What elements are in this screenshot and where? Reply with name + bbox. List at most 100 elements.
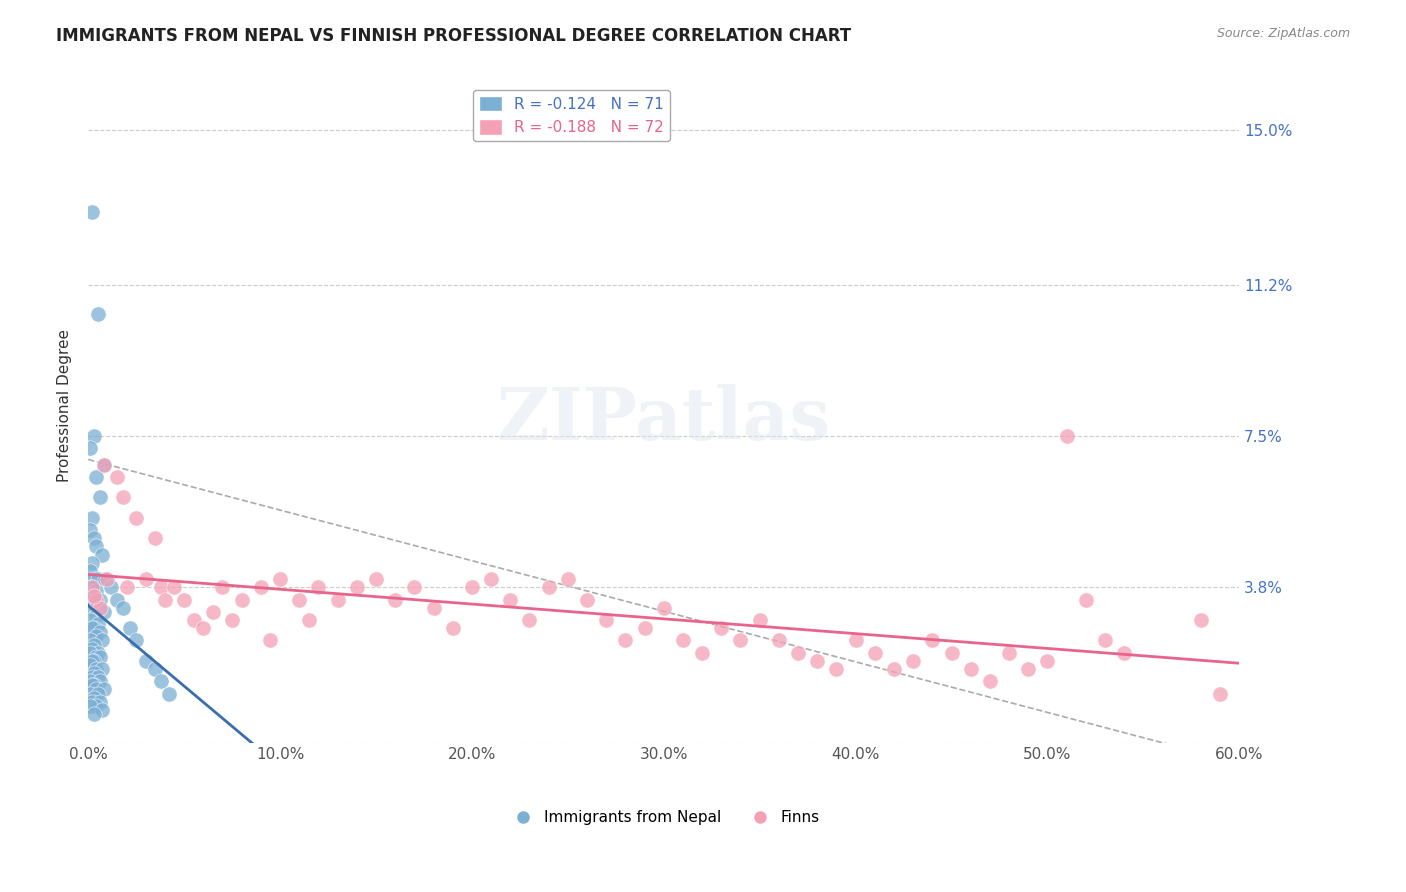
Point <box>135 654 157 668</box>
Point <box>83 706 105 721</box>
Point <box>298 613 321 627</box>
Point <box>115 580 138 594</box>
Point <box>193 621 215 635</box>
Point <box>80 695 103 709</box>
Point <box>1036 654 1059 668</box>
Point <box>89 649 111 664</box>
Point <box>404 580 426 594</box>
Point <box>94 572 117 586</box>
Point <box>80 621 103 635</box>
Point <box>80 641 103 656</box>
Point <box>87 307 110 321</box>
Point <box>730 633 752 648</box>
Point <box>80 580 103 594</box>
Point <box>89 674 111 689</box>
Point <box>79 442 101 456</box>
Point <box>93 605 115 619</box>
Point <box>163 580 186 594</box>
Point <box>84 540 107 554</box>
Point <box>979 674 1001 689</box>
Point <box>1189 613 1212 627</box>
Point <box>87 687 110 701</box>
Point <box>84 682 107 697</box>
Point <box>79 523 101 537</box>
Point <box>87 646 110 660</box>
Point <box>83 666 105 681</box>
Point <box>921 633 943 648</box>
Point <box>84 470 107 484</box>
Point <box>79 613 101 627</box>
Point <box>672 633 695 648</box>
Point <box>519 613 541 627</box>
Point <box>346 580 368 594</box>
Point <box>259 633 281 648</box>
Point <box>537 580 560 594</box>
Point <box>84 584 107 599</box>
Point <box>83 690 105 705</box>
Point <box>79 646 101 660</box>
Point <box>80 580 103 594</box>
Point <box>557 572 579 586</box>
Point <box>89 592 111 607</box>
Point <box>125 511 148 525</box>
Point <box>87 617 110 632</box>
Point <box>80 670 103 684</box>
Point <box>863 646 886 660</box>
Point <box>364 572 387 586</box>
Text: Source: ZipAtlas.com: Source: ZipAtlas.com <box>1216 27 1350 40</box>
Point <box>90 633 112 648</box>
Point <box>79 674 101 689</box>
Point <box>79 564 101 578</box>
Point <box>80 556 103 570</box>
Point <box>326 592 349 607</box>
Point <box>83 638 105 652</box>
Point <box>652 600 675 615</box>
Point <box>221 613 243 627</box>
Point <box>89 695 111 709</box>
Point <box>1209 687 1232 701</box>
Point <box>79 698 101 713</box>
Point <box>93 458 115 472</box>
Point <box>87 670 110 684</box>
Point <box>787 646 810 660</box>
Point <box>143 662 166 676</box>
Point <box>100 580 122 594</box>
Point <box>84 592 107 607</box>
Point <box>153 592 176 607</box>
Point <box>83 572 105 586</box>
Point <box>941 646 963 660</box>
Point <box>173 592 195 607</box>
Point <box>1094 633 1116 648</box>
Point <box>89 491 111 505</box>
Text: IMMIGRANTS FROM NEPAL VS FINNISH PROFESSIONAL DEGREE CORRELATION CHART: IMMIGRANTS FROM NEPAL VS FINNISH PROFESS… <box>56 27 852 45</box>
Point <box>84 698 107 713</box>
Point <box>79 687 101 701</box>
Point <box>83 597 105 611</box>
Text: ZIPatlas: ZIPatlas <box>496 384 831 455</box>
Point <box>89 600 111 615</box>
Point <box>90 662 112 676</box>
Point <box>633 621 655 635</box>
Point <box>690 646 713 660</box>
Point <box>135 572 157 586</box>
Point <box>499 592 522 607</box>
Point <box>89 625 111 640</box>
Point <box>105 470 128 484</box>
Point <box>441 621 464 635</box>
Point <box>998 646 1021 660</box>
Point <box>1114 646 1136 660</box>
Point <box>806 654 828 668</box>
Point <box>959 662 981 676</box>
Legend: Immigrants from Nepal, Finns: Immigrants from Nepal, Finns <box>502 805 827 831</box>
Point <box>120 621 142 635</box>
Point <box>211 580 233 594</box>
Point <box>83 589 105 603</box>
Point <box>384 592 406 607</box>
Point <box>80 600 103 615</box>
Point <box>83 532 105 546</box>
Point <box>288 592 311 607</box>
Point <box>748 613 770 627</box>
Point <box>93 458 115 472</box>
Point <box>79 633 101 648</box>
Point <box>84 662 107 676</box>
